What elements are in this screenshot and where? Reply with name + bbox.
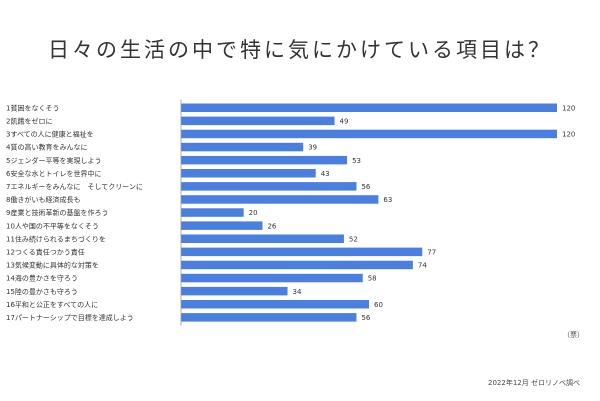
category-label: 7エネルギーをみんなに そしてクリーンに	[6, 183, 143, 191]
bar	[181, 103, 557, 112]
data-label: 63	[383, 196, 392, 204]
data-label: 49	[340, 117, 349, 125]
bar	[181, 260, 413, 270]
category-label: 1貧困をなくそう	[6, 103, 59, 112]
bar	[181, 273, 363, 283]
bar	[181, 234, 344, 243]
category-label: 14海の豊かさを守ろう	[6, 274, 78, 283]
category-label: 3すべての人に健康と福祉を	[6, 130, 94, 139]
data-label: 58	[368, 275, 377, 283]
bar	[181, 195, 379, 204]
data-label: 20	[249, 209, 258, 217]
data-label: 120	[562, 104, 575, 112]
data-label: 52	[349, 235, 358, 243]
unit-label: （票）	[563, 331, 584, 339]
data-label: 39	[308, 144, 317, 152]
bar	[181, 169, 316, 178]
data-label: 26	[267, 222, 276, 230]
category-label: 4質の高い教育をみんなに	[6, 143, 87, 152]
data-label: 43	[321, 170, 330, 178]
category-label: 8働きがいも経済成長も	[6, 195, 80, 204]
category-label: 9産業と技術革新の基盤を作ろう	[6, 208, 108, 217]
data-label: 74	[418, 262, 427, 270]
data-label: 53	[352, 157, 361, 165]
bar	[181, 286, 288, 296]
category-label: 16平和と公正をすべての人に	[6, 300, 98, 309]
category-label: 15陸の豊かさも守ろう	[6, 287, 78, 296]
bar	[181, 116, 335, 126]
chart-title: 日々の生活の中で特に気にかけている項目は？	[48, 38, 552, 62]
bar	[181, 313, 357, 322]
bar	[181, 182, 357, 191]
category-label: 13気候変動に具体的な対策を	[6, 261, 99, 270]
data-label: 56	[361, 314, 370, 322]
bar	[181, 221, 263, 230]
data-label: 77	[427, 248, 436, 256]
category-label: 2飢餓をゼロに	[6, 116, 52, 125]
bar	[181, 300, 369, 309]
bar	[181, 129, 557, 139]
data-label: 56	[361, 183, 370, 191]
category-label: 10人や国の不平等をなくそう	[6, 221, 99, 230]
category-label: 6安全な水とトイレを世界中に	[6, 169, 101, 178]
data-label: 34	[293, 288, 302, 296]
data-label: 60	[374, 301, 383, 309]
data-label: 120	[562, 131, 575, 139]
bar	[181, 155, 348, 165]
bar	[181, 247, 423, 257]
category-label: 5ジェンダー平等を実現しよう	[6, 156, 101, 165]
bar	[181, 142, 304, 152]
category-label: 11住み続けられるまちづくりを	[6, 234, 106, 243]
category-label: 17パートナーシップで目標を達成しよう	[6, 313, 134, 322]
source-note: 2022年12月 ゼロリノベ調べ	[488, 379, 580, 387]
category-label: 12つくる責任つかう責任	[6, 247, 85, 256]
bar	[181, 208, 244, 217]
